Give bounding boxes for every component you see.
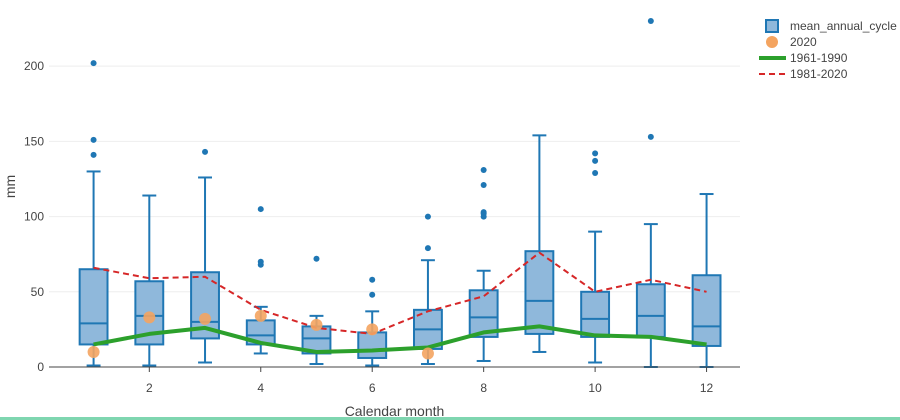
box-outlier xyxy=(90,136,97,143)
point-2020 xyxy=(87,345,100,358)
legend-item[interactable]: 1981-2020 xyxy=(759,67,848,81)
line-1961-1990 xyxy=(93,324,707,354)
y-tick-label: 0 xyxy=(37,360,44,374)
x-tick-label: 8 xyxy=(480,381,487,395)
bottom-strip xyxy=(0,417,900,420)
x-tick-label: 6 xyxy=(369,381,376,395)
x-tick-label: 12 xyxy=(700,381,714,395)
box-rect xyxy=(635,283,666,338)
y-tick-label: 100 xyxy=(24,210,44,224)
box-rect xyxy=(78,268,109,346)
box-outlier xyxy=(480,181,487,188)
box-outlier xyxy=(313,255,320,262)
point-2020 xyxy=(199,312,212,325)
y-tick-label: 50 xyxy=(31,285,45,299)
point-2020 xyxy=(143,311,156,324)
box-outlier xyxy=(424,245,431,252)
box-outlier xyxy=(202,148,209,155)
box-rect xyxy=(691,274,722,347)
legend[interactable]: mean_annual_cycle 2020 1961-1990 1981-2020 xyxy=(759,19,897,81)
box-rect xyxy=(580,290,611,338)
legend-label: 1961-1990 xyxy=(790,51,848,65)
point-2020 xyxy=(421,347,434,360)
box-outlier xyxy=(369,276,376,283)
y-tick-label: 150 xyxy=(24,134,44,148)
box-outlier xyxy=(647,133,654,140)
legend-item[interactable]: mean_annual_cycle xyxy=(765,19,897,33)
y-axis-title: mm xyxy=(2,175,18,198)
legend-label: mean_annual_cycle xyxy=(790,19,897,33)
legend-label: 1981-2020 xyxy=(790,67,848,81)
point-2020 xyxy=(310,318,323,331)
box-rect xyxy=(357,331,388,359)
box-outlier xyxy=(480,209,487,216)
axes: 0 50 100 150 200 2 4 6 8 10 12 xyxy=(24,59,740,395)
legend-item[interactable]: 2020 xyxy=(766,35,817,49)
legend-item[interactable]: 1961-1990 xyxy=(759,51,848,65)
box-outlier xyxy=(90,151,97,158)
line-1981-2020 xyxy=(93,251,707,335)
box-outlier xyxy=(424,213,431,220)
x-axis-title: Calendar month xyxy=(345,403,445,419)
box-outlier xyxy=(257,258,264,265)
point-2020 xyxy=(366,323,379,336)
y-tick-label: 200 xyxy=(24,59,44,73)
box-plots xyxy=(78,18,722,368)
box-outlier xyxy=(592,169,599,176)
box-outlier xyxy=(592,150,599,157)
box-outlier xyxy=(369,291,376,298)
x-tick-label: 2 xyxy=(146,381,153,395)
gridlines xyxy=(49,65,740,293)
x-tick-label: 4 xyxy=(257,381,264,395)
points-2020 xyxy=(87,309,434,360)
box-outlier xyxy=(592,157,599,164)
x-tick-label: 10 xyxy=(588,381,602,395)
legend-swatch-point xyxy=(766,36,778,48)
point-2020 xyxy=(254,309,267,322)
box-rect xyxy=(524,250,555,335)
reference-lines xyxy=(93,251,707,354)
box-outlier xyxy=(257,206,264,213)
box-outlier xyxy=(90,60,97,67)
box-outlier xyxy=(647,18,654,25)
legend-label: 2020 xyxy=(790,35,817,49)
legend-swatch-box xyxy=(765,19,779,33)
box-outlier xyxy=(480,166,487,173)
